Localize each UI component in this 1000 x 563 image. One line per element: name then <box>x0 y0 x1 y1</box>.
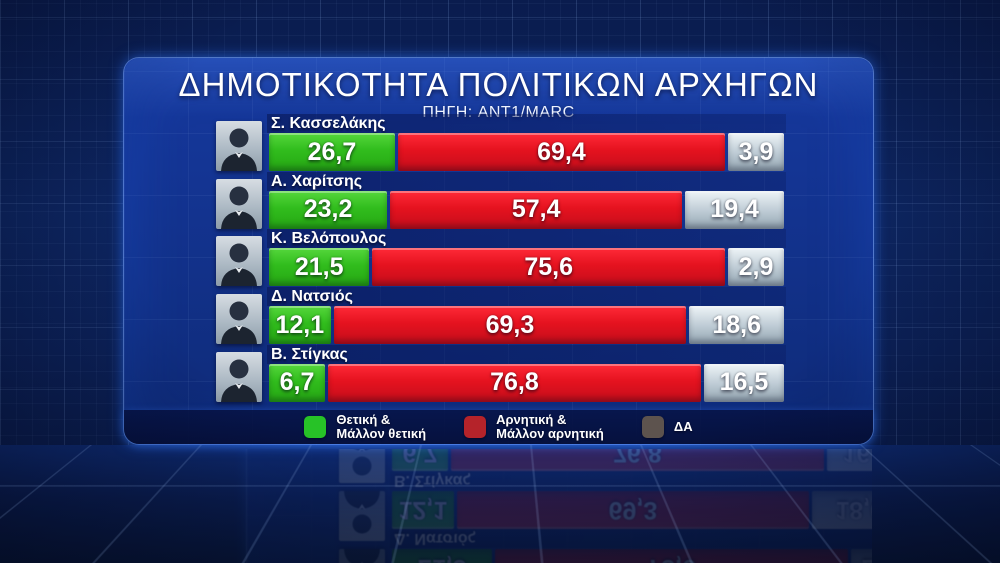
value-label: 3,9 <box>738 137 774 166</box>
chart-panel: ΔΗΜΟΤΙΚΟΤΗΤΑ ΠΟΛΙΤΙΚΩΝ ΑΡΧΗΓΩΝ ΠΗΓΗ: ANT… <box>123 57 874 445</box>
value-label: 26,7 <box>307 137 357 166</box>
value-label: 12,1 <box>275 310 325 339</box>
value-label: 57,4 <box>511 195 561 224</box>
legend-item: Αρνητική & Μάλλον αρνητική <box>464 411 604 441</box>
chart-row: Β. Στίγκας 6,7 76,8 16,5 <box>124 344 873 402</box>
legend-color-chip <box>304 416 327 438</box>
leader-photo <box>216 178 262 229</box>
bar-segment-negative: 69,3 <box>333 306 687 345</box>
legend-color-chip <box>641 416 664 438</box>
value-label: 19,4 <box>710 195 759 224</box>
bar-segment-positive: 26,7 <box>269 133 395 171</box>
value-label: 6,7 <box>279 368 315 397</box>
value-label: 2,9 <box>738 252 774 281</box>
bar-segment-na: 18,6 <box>689 306 784 345</box>
bar-segment-negative: 76,8 <box>328 363 701 402</box>
bar-segment-negative: 57,4 <box>390 190 683 229</box>
legend-color-chip <box>464 416 487 438</box>
bar-segment-positive: 6,7 <box>269 363 325 402</box>
bar-segment-na: 2,9 <box>728 248 784 287</box>
bar-segment-na: 3,9 <box>728 133 784 171</box>
leader-name: Β. Στίγκας <box>267 344 786 364</box>
value-label: 69,4 <box>537 137 586 166</box>
value-label: 16,5 <box>719 368 769 397</box>
value-label: 18,6 <box>712 310 761 339</box>
stacked-bar: 23,2 57,4 19,4 <box>269 190 785 229</box>
legend-item: Θετική & Μάλλον θετική <box>304 411 427 441</box>
leader-name: Σ. Κασσελάκης <box>267 114 786 133</box>
legend-label: Θετική & Μάλλον θετική <box>336 411 427 441</box>
leader-photo <box>216 121 262 171</box>
value-label: 23,2 <box>303 195 353 224</box>
leader-name: Δ. Νατσιός <box>267 287 786 307</box>
chart-row: Κ. Βελόπουλος 21,5 75,6 2,9 <box>124 229 873 287</box>
leader-name: Κ. Βελόπουλος <box>267 229 786 249</box>
leader-name: Α. Χαρίτσης <box>267 171 786 191</box>
chart-row: Δ. Νατσιός 12,1 69,3 18,6 <box>124 287 873 345</box>
legend-label: ΔΑ <box>673 418 693 434</box>
stacked-bar: 21,5 75,6 2,9 <box>269 248 784 287</box>
chart-title: ΔΗΜΟΤΙΚΟΤΗΤΑ ΠΟΛΙΤΙΚΩΝ ΑΡΧΗΓΩΝ <box>178 66 819 103</box>
bar-segment-na: 19,4 <box>685 190 785 229</box>
bar-segment-positive: 12,1 <box>269 306 331 345</box>
leader-photo <box>216 294 262 345</box>
bar-segment-positive: 21,5 <box>269 248 370 287</box>
bar-segment-negative: 69,4 <box>397 133 725 171</box>
value-label: 76,8 <box>490 368 539 397</box>
leader-photo <box>216 236 262 287</box>
chart-row: Α. Χαρίτσης 23,2 57,4 19,4 <box>124 171 873 229</box>
bar-segment-negative: 75,6 <box>372 248 725 287</box>
floor <box>0 445 1000 563</box>
bar-segment-na: 16,5 <box>703 363 784 402</box>
chart-legend: Θετική & Μάλλον θετική Αρνητική & Μάλλον αρ… <box>124 410 873 444</box>
leader-photo <box>216 351 262 402</box>
stacked-bar: 6,7 76,8 16,5 <box>269 363 784 402</box>
value-label: 75,6 <box>524 252 573 281</box>
stacked-bar: 26,7 69,4 3,9 <box>269 133 784 171</box>
legend-item: ΔΑ <box>641 416 693 438</box>
chart-row: Σ. Κασσελάκης 26,7 69,4 3,9 <box>124 114 873 171</box>
stacked-bar: 12,1 69,3 18,6 <box>269 306 784 345</box>
value-label: 69,3 <box>485 310 535 339</box>
legend-label: Αρνητική & Μάλλον αρνητική <box>496 411 604 441</box>
value-label: 21,5 <box>294 252 344 281</box>
bar-segment-positive: 23,2 <box>269 190 388 229</box>
